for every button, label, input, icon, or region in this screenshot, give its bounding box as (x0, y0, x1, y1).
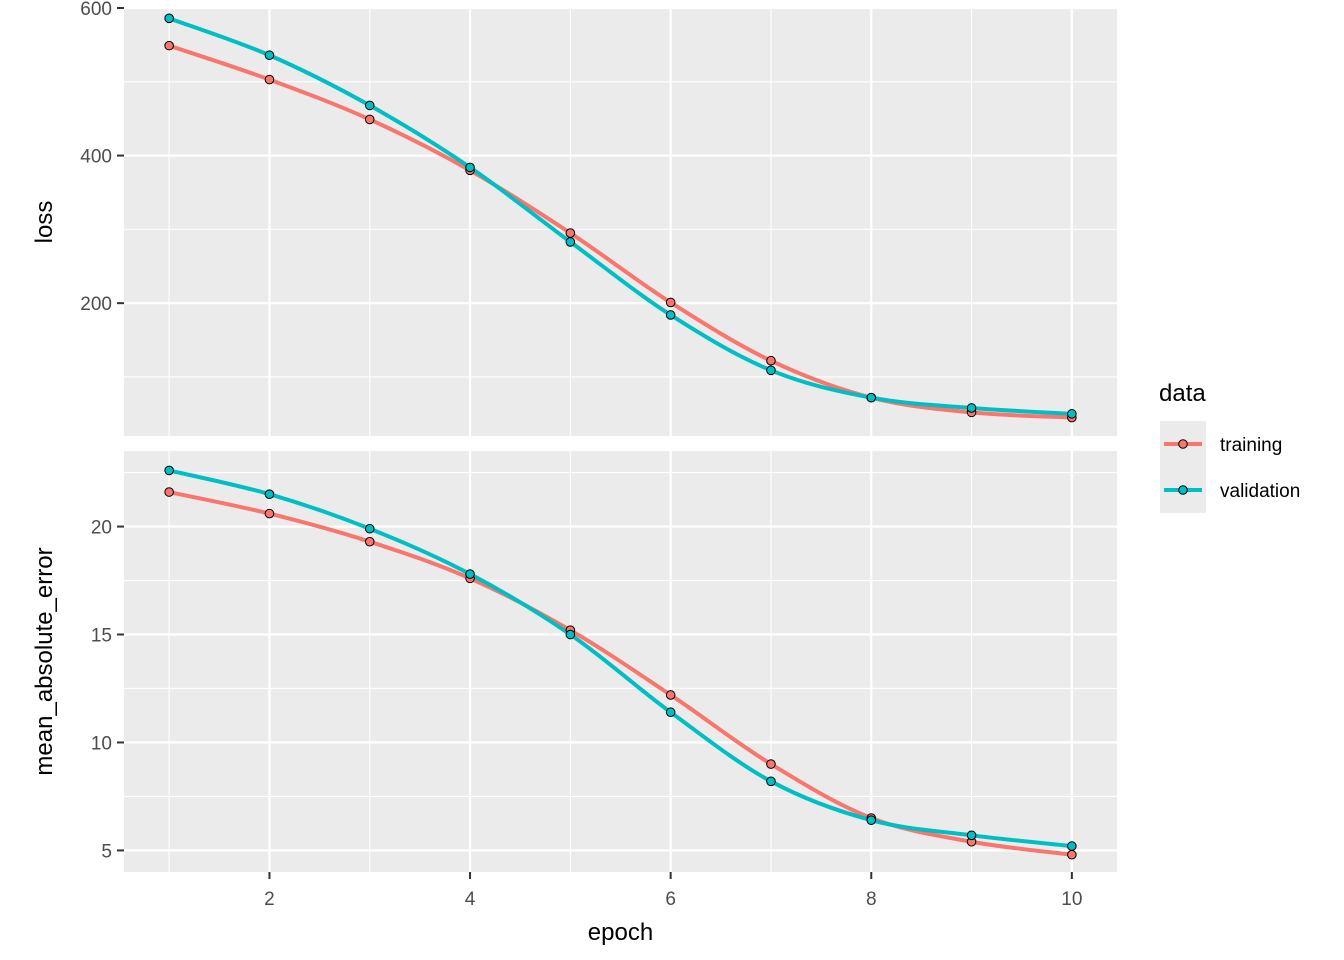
data-point-validation (364, 100, 375, 111)
y-tick-label: 10 (91, 733, 112, 754)
data-point-validation (766, 365, 776, 376)
data-point-training (766, 355, 776, 366)
data-point-training (766, 759, 776, 769)
legend-label-training: training (1220, 435, 1282, 456)
data-point-validation (465, 569, 475, 579)
legend-key-point-validation (1178, 485, 1188, 495)
data-point-training (364, 536, 375, 547)
x-axis-title: epoch (588, 919, 653, 946)
data-point-training (1067, 849, 1077, 860)
data-point-validation (866, 392, 877, 403)
legend-title: data (1159, 380, 1206, 407)
y-tick-label: 600 (80, 0, 112, 20)
data-point-training (264, 74, 275, 85)
x-tick-label: 8 (866, 889, 877, 910)
data-point-training (164, 40, 174, 51)
data-point-training (565, 228, 576, 238)
data-point-validation (665, 310, 676, 320)
y-tick-label: 20 (91, 518, 112, 539)
data-point-validation (465, 162, 475, 173)
x-tick-label: 10 (1061, 889, 1082, 910)
facet-panel-1: 200 400 600 loss (31, 0, 1117, 436)
data-point-validation (966, 403, 977, 413)
series-line-validation (167, 468, 1074, 849)
data-point-validation (766, 776, 776, 787)
series-line-validation (167, 16, 1074, 416)
x-tick-label: 6 (665, 889, 676, 910)
data-point-validation (364, 523, 375, 534)
data-point-validation (866, 815, 877, 825)
data-point-validation (1067, 409, 1077, 419)
data-point-validation (966, 830, 977, 841)
x-tick-label: 4 (465, 889, 476, 910)
y-tick-label: 200 (80, 294, 112, 315)
y-tick-label: 400 (80, 147, 112, 168)
data-point-validation (565, 629, 576, 640)
data-point-validation (665, 707, 676, 718)
data-point-validation (264, 50, 275, 61)
legend: data training validation (1159, 380, 1300, 513)
data-point-training (364, 114, 375, 125)
panel-background (124, 8, 1117, 436)
data-point-training (665, 297, 676, 308)
data-point-validation (164, 465, 174, 476)
facet-panel-2: 5 10 15 20 mean_absolute_error (31, 451, 1117, 872)
series-line-training (167, 490, 1074, 857)
data-point-training (665, 690, 676, 700)
data-point-training (264, 508, 275, 519)
y-axis-title: loss (31, 201, 58, 244)
series-line-training (167, 43, 1074, 420)
y-tick-label: 5 (101, 841, 112, 862)
y-tick-label: 15 (91, 626, 112, 647)
data-point-validation (565, 237, 576, 247)
data-point-validation (164, 13, 174, 24)
data-point-validation (264, 489, 275, 499)
legend-key-point-training (1178, 439, 1188, 449)
x-tick-label: 2 (264, 889, 275, 910)
data-point-validation (1067, 841, 1077, 851)
legend-label-validation: validation (1220, 481, 1300, 502)
y-axis-title: mean_absolute_error (31, 547, 58, 775)
data-point-training (164, 487, 174, 497)
